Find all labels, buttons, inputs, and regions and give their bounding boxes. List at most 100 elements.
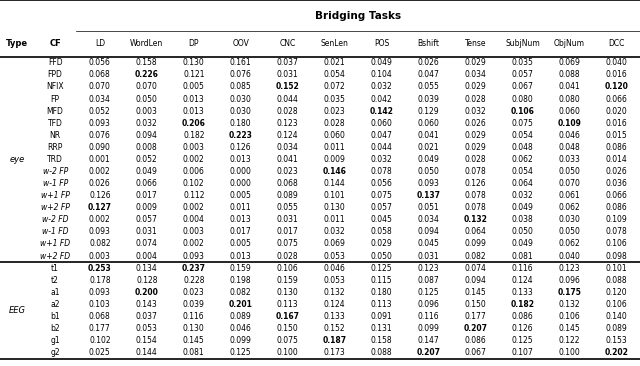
Text: 0.132: 0.132 [324,288,346,297]
Text: 0.087: 0.087 [418,276,440,285]
Text: 0.158: 0.158 [371,336,392,345]
Text: 0.144: 0.144 [136,348,157,357]
Text: 0.028: 0.028 [324,119,346,128]
Text: 0.090: 0.090 [89,143,111,152]
Text: 0.144: 0.144 [324,179,346,188]
Text: 0.093: 0.093 [183,251,205,261]
Text: SenLen: SenLen [321,40,349,48]
Text: 0.026: 0.026 [465,119,486,128]
Text: 0.055: 0.055 [418,82,440,92]
Text: 0.003: 0.003 [136,107,157,116]
Text: 0.050: 0.050 [559,227,580,236]
Text: 0.113: 0.113 [371,300,392,309]
Text: 0.107: 0.107 [512,348,534,357]
Text: 0.129: 0.129 [418,107,440,116]
Text: 0.005: 0.005 [230,191,252,200]
Text: 0.124: 0.124 [324,300,346,309]
Text: FPD: FPD [48,70,63,79]
Text: 0.122: 0.122 [559,336,580,345]
Text: 0.093: 0.093 [89,227,111,236]
Text: 0.050: 0.050 [136,94,157,104]
Text: 0.017: 0.017 [136,191,157,200]
Text: 0.109: 0.109 [557,119,582,128]
Text: 0.075: 0.075 [276,239,299,249]
Text: 0.123: 0.123 [418,264,440,273]
Text: 0.023: 0.023 [183,288,205,297]
Text: 0.173: 0.173 [324,348,346,357]
Text: 0.124: 0.124 [512,276,533,285]
Text: 0.029: 0.029 [465,131,486,140]
Text: 0.049: 0.049 [511,203,534,212]
Text: 0.078: 0.078 [465,203,486,212]
Text: 0.126: 0.126 [512,324,533,333]
Text: 0.039: 0.039 [418,94,440,104]
Text: 0.228: 0.228 [183,276,205,285]
Text: 0.023: 0.023 [324,107,346,116]
Text: Bshift: Bshift [418,40,440,48]
Text: TRD: TRD [47,155,63,164]
Text: 0.067: 0.067 [511,82,534,92]
Text: w-1 FD: w-1 FD [42,227,68,236]
Text: 0.198: 0.198 [230,276,252,285]
Text: 0.053: 0.053 [324,251,346,261]
Text: ObjNum: ObjNum [554,40,585,48]
Text: EEG: EEG [8,306,26,315]
Text: 0.103: 0.103 [89,300,111,309]
Text: 0.154: 0.154 [136,336,157,345]
Text: 0.126: 0.126 [465,179,486,188]
Text: 0.049: 0.049 [511,239,534,249]
Text: CF: CF [49,40,61,48]
Text: 0.034: 0.034 [276,143,299,152]
Text: 0.132: 0.132 [463,215,488,224]
Text: 0.131: 0.131 [371,324,392,333]
Text: 0.132: 0.132 [559,300,580,309]
Text: 0.126: 0.126 [89,191,111,200]
Text: SubjNum: SubjNum [505,40,540,48]
Text: RRP: RRP [47,143,63,152]
Text: WordLen: WordLen [130,40,163,48]
Text: 0.066: 0.066 [136,179,157,188]
Text: 0.013: 0.013 [230,251,252,261]
Text: 0.096: 0.096 [559,276,580,285]
Text: POS: POS [374,40,389,48]
Text: DP: DP [189,40,199,48]
Text: w-1 FP: w-1 FP [42,179,68,188]
Text: 0.060: 0.060 [559,107,580,116]
Text: 0.127: 0.127 [88,203,112,212]
Text: 0.028: 0.028 [465,155,486,164]
Text: 0.101: 0.101 [605,264,627,273]
Text: 0.003: 0.003 [183,227,205,236]
Text: 0.029: 0.029 [465,143,486,152]
Text: 0.182: 0.182 [183,131,205,140]
Text: w+2 FP: w+2 FP [41,203,70,212]
Text: 0.124: 0.124 [277,131,298,140]
Text: 0.142: 0.142 [370,107,394,116]
Text: 0.035: 0.035 [324,94,346,104]
Text: 0.125: 0.125 [418,288,440,297]
Text: 0.021: 0.021 [418,143,440,152]
Text: 0.069: 0.069 [559,58,580,67]
Text: 0.003: 0.003 [183,143,205,152]
Text: 0.061: 0.061 [559,191,580,200]
Text: NFIX: NFIX [46,82,64,92]
Text: 0.088: 0.088 [559,70,580,79]
Text: t1: t1 [51,264,59,273]
Text: 0.044: 0.044 [276,94,299,104]
Text: 0.067: 0.067 [465,348,486,357]
Text: 0.237: 0.237 [182,264,206,273]
Text: 0.068: 0.068 [89,70,111,79]
Text: 0.001: 0.001 [89,155,111,164]
Text: Bridging Tasks: Bridging Tasks [315,11,401,20]
Text: 0.123: 0.123 [559,264,580,273]
Text: 0.040: 0.040 [605,58,627,67]
Text: 0.072: 0.072 [324,82,346,92]
Text: 0.182: 0.182 [511,300,534,309]
Text: 0.082: 0.082 [89,239,111,249]
Text: 0.187: 0.187 [323,336,347,345]
Text: 0.145: 0.145 [183,336,205,345]
Text: 0.159: 0.159 [277,276,299,285]
Text: 0.167: 0.167 [276,312,300,321]
Text: 0.069: 0.069 [324,239,346,249]
Text: 0.150: 0.150 [277,324,299,333]
Text: 0.134: 0.134 [136,264,157,273]
